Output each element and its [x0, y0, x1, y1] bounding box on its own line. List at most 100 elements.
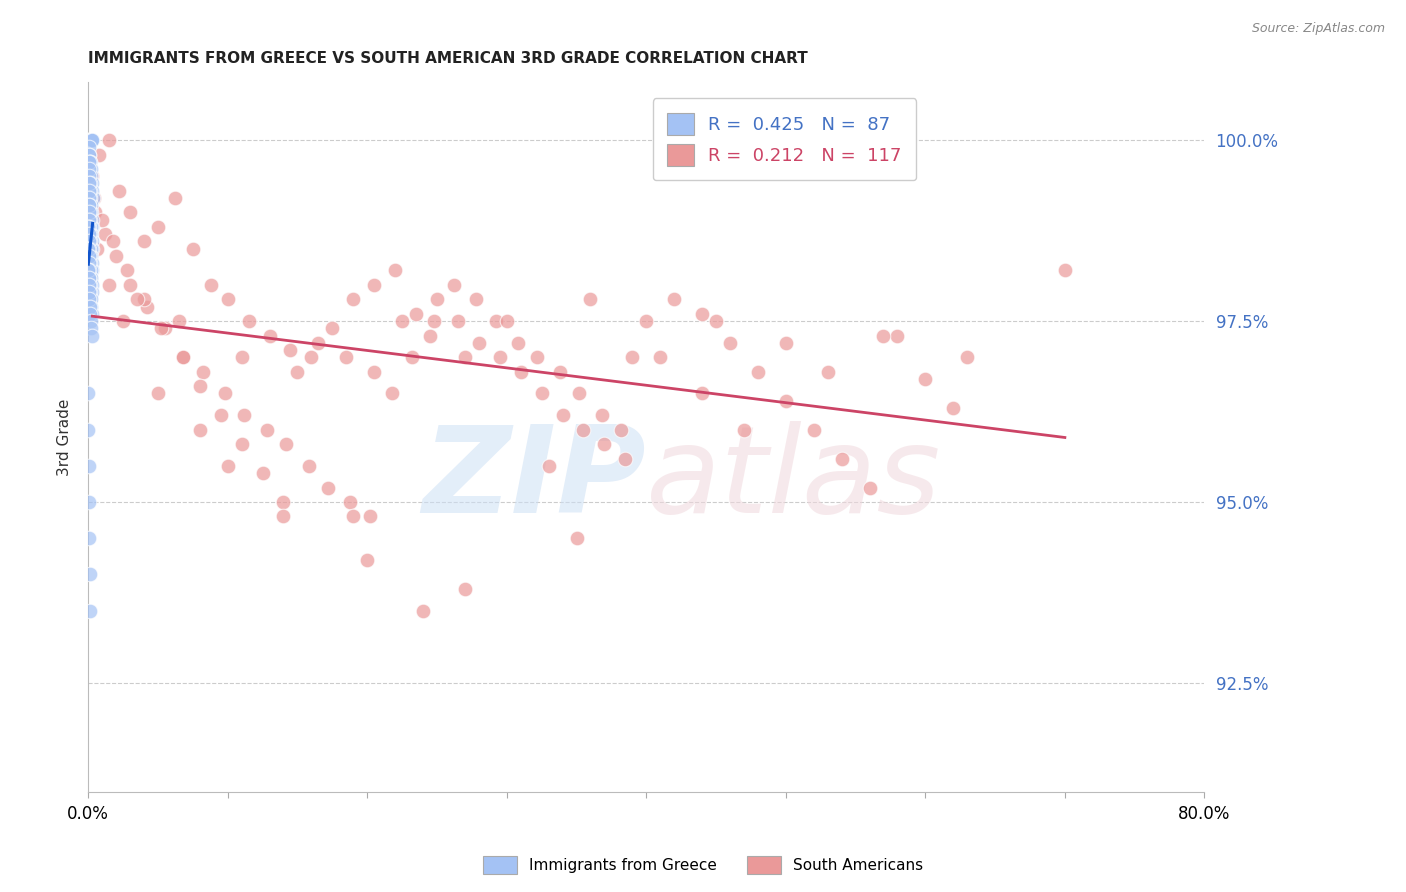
- Point: [79, 604, 101, 618]
- Point: [79, 256, 101, 270]
- Point: [79, 242, 101, 256]
- Point: [86, 242, 108, 256]
- Point: [79, 133, 101, 147]
- Point: [79, 133, 101, 147]
- Point: [231, 350, 253, 364]
- Point: [77, 133, 100, 147]
- Point: [188, 423, 211, 437]
- Point: [79, 133, 101, 147]
- Point: [98, 133, 121, 147]
- Point: [405, 307, 427, 321]
- Point: [316, 481, 339, 495]
- Text: Source: ZipAtlas.com: Source: ZipAtlas.com: [1251, 22, 1385, 36]
- Point: [77, 256, 100, 270]
- Point: [443, 277, 465, 292]
- Point: [321, 321, 343, 335]
- Point: [80, 321, 103, 335]
- Point: [614, 451, 637, 466]
- Point: [79, 235, 101, 249]
- Point: [79, 154, 101, 169]
- Point: [80, 285, 103, 299]
- Point: [537, 458, 560, 473]
- Point: [80, 219, 103, 234]
- Point: [79, 249, 101, 263]
- Point: [77, 219, 100, 234]
- Point: [817, 365, 839, 379]
- Point: [79, 198, 101, 212]
- Point: [650, 350, 672, 364]
- Point: [447, 314, 470, 328]
- Point: [79, 567, 101, 582]
- Point: [103, 235, 125, 249]
- Point: [412, 604, 434, 618]
- Point: [77, 169, 100, 184]
- Point: [384, 263, 406, 277]
- Point: [79, 263, 101, 277]
- Point: [664, 293, 686, 307]
- Point: [214, 386, 236, 401]
- Point: [80, 293, 103, 307]
- Point: [956, 350, 979, 364]
- Point: [77, 198, 100, 212]
- Point: [359, 509, 381, 524]
- Point: [356, 553, 378, 567]
- Point: [299, 350, 322, 364]
- Legend: R =  0.425   N =  87, R =  0.212   N =  117: R = 0.425 N = 87, R = 0.212 N = 117: [652, 98, 917, 180]
- Point: [465, 293, 488, 307]
- Point: [621, 350, 644, 364]
- Point: [77, 270, 100, 285]
- Point: [80, 307, 103, 321]
- Point: [188, 379, 211, 393]
- Point: [914, 372, 936, 386]
- Point: [775, 393, 797, 408]
- Point: [77, 205, 100, 219]
- Point: [568, 386, 591, 401]
- Point: [690, 386, 713, 401]
- Point: [163, 191, 186, 205]
- Point: [509, 365, 531, 379]
- Point: [77, 227, 100, 242]
- Point: [259, 328, 281, 343]
- Point: [80, 169, 103, 184]
- Point: [548, 365, 571, 379]
- Point: [401, 350, 423, 364]
- Point: [82, 263, 104, 277]
- Point: [217, 293, 239, 307]
- Point: [610, 423, 633, 437]
- Point: [209, 408, 232, 422]
- Point: [82, 169, 104, 184]
- Point: [77, 242, 100, 256]
- Point: [80, 328, 103, 343]
- Point: [181, 242, 204, 256]
- Point: [803, 423, 825, 437]
- Point: [77, 184, 100, 198]
- Text: atlas: atlas: [647, 421, 942, 538]
- Point: [593, 437, 616, 451]
- Point: [335, 350, 357, 364]
- Point: [172, 350, 194, 364]
- Point: [704, 314, 727, 328]
- Point: [426, 293, 449, 307]
- Point: [287, 365, 309, 379]
- Point: [297, 458, 319, 473]
- Point: [733, 423, 755, 437]
- Point: [80, 133, 103, 147]
- Point: [115, 263, 138, 277]
- Text: IMMIGRANTS FROM GREECE VS SOUTH AMERICAN 3RD GRADE CORRELATION CHART: IMMIGRANTS FROM GREECE VS SOUTH AMERICAN…: [89, 51, 808, 66]
- Point: [342, 293, 364, 307]
- Point: [146, 219, 169, 234]
- Point: [80, 235, 103, 249]
- Point: [94, 227, 117, 242]
- Point: [167, 314, 190, 328]
- Point: [217, 458, 239, 473]
- Point: [273, 495, 295, 509]
- Point: [530, 386, 553, 401]
- Point: [79, 161, 101, 176]
- Point: [252, 466, 274, 480]
- Point: [79, 314, 101, 328]
- Point: [423, 314, 446, 328]
- Point: [77, 263, 100, 277]
- Point: [872, 328, 894, 343]
- Point: [82, 191, 104, 205]
- Point: [79, 277, 101, 292]
